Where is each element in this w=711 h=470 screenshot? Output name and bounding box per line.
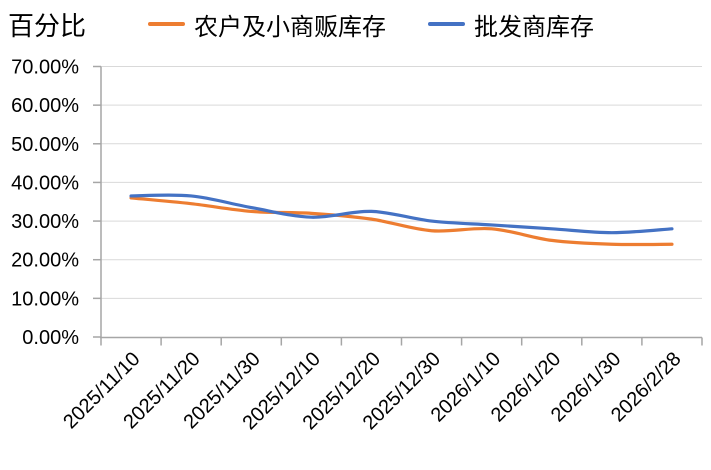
- legend-item-wholesalers: 批发商库存: [428, 6, 594, 42]
- legend-line-swatch-farmers: [148, 22, 185, 26]
- legend-item-farmers: 农户及小商贩库存: [148, 6, 386, 42]
- y-tick-label: 50.00%: [11, 134, 79, 156]
- series-line-wholesalers: [129, 193, 674, 235]
- y-tick-label: 20.00%: [11, 250, 79, 272]
- legend-label-wholesalers: 批发商库存: [474, 13, 594, 41]
- y-tick-label: 70.00%: [11, 57, 79, 79]
- y-tick-label: 40.00%: [11, 172, 79, 194]
- y-tick-label: 30.00%: [11, 211, 79, 233]
- y-tick-label: 0.00%: [22, 327, 79, 349]
- legend: 农户及小商贩库存 批发商库存: [0, 6, 711, 42]
- y-tick-label: 10.00%: [11, 288, 79, 310]
- y-axis-title: 百分比: [8, 11, 87, 41]
- legend-label-farmers: 农户及小商贩库存: [194, 13, 386, 41]
- series-line-farmers: [129, 196, 674, 247]
- y-tick-label: 60.00%: [11, 95, 79, 117]
- legend-line-swatch-wholesalers: [428, 22, 465, 26]
